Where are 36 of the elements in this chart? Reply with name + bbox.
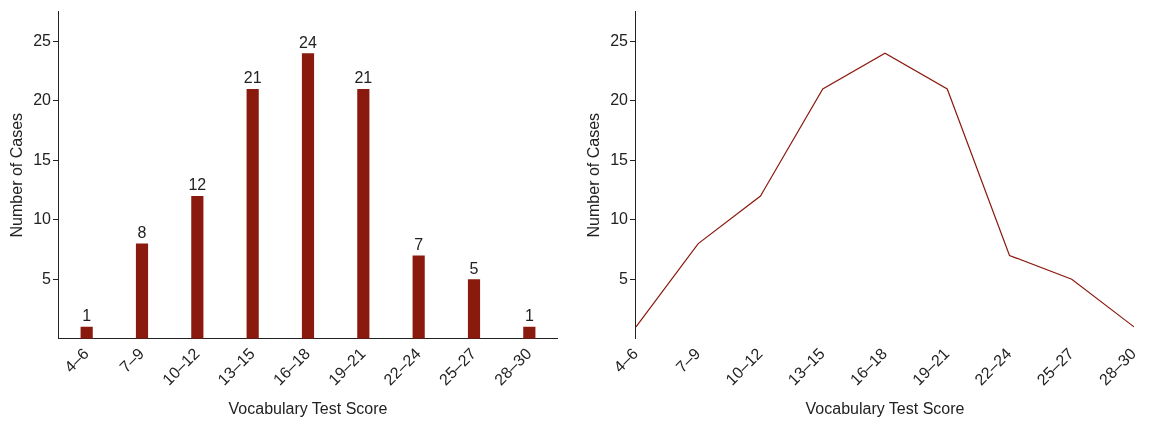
bar bbox=[357, 88, 370, 339]
y-axis-title: Number of Cases bbox=[8, 112, 26, 238]
data-label: 7 bbox=[414, 235, 424, 253]
x-tick-label: 7–9 bbox=[116, 344, 148, 376]
bar bbox=[523, 326, 536, 339]
x-tick-label: 4–6 bbox=[61, 344, 92, 376]
y-tick-label: 25 bbox=[610, 31, 629, 49]
bar bbox=[467, 279, 481, 339]
bar bbox=[246, 88, 259, 339]
bar bbox=[412, 255, 425, 339]
y-tick-label: 25 bbox=[33, 31, 52, 49]
y-axis-title: Number of Cases bbox=[585, 112, 603, 238]
data-label: 21 bbox=[354, 69, 373, 87]
y-tick-label: 5 bbox=[42, 269, 52, 287]
bar bbox=[80, 326, 93, 339]
y-tick-label: 15 bbox=[33, 150, 52, 168]
bar bbox=[191, 196, 204, 339]
bar bbox=[135, 243, 149, 339]
data-label: 5 bbox=[469, 259, 479, 277]
y-tick-label: 10 bbox=[610, 210, 629, 228]
y-tick-label: 20 bbox=[33, 91, 52, 109]
y-tick-label: 20 bbox=[610, 91, 629, 109]
bar bbox=[301, 53, 315, 339]
y-tick-label: 15 bbox=[610, 150, 629, 168]
data-label: 1 bbox=[82, 307, 92, 325]
x-axis-title: Vocabulary Test Score bbox=[805, 399, 965, 417]
data-label: 1 bbox=[524, 307, 534, 325]
y-tick-label: 10 bbox=[33, 210, 52, 228]
data-label: 24 bbox=[299, 33, 317, 51]
data-label: 21 bbox=[243, 69, 262, 87]
data-label: 8 bbox=[137, 223, 147, 241]
x-tick-label: 7–9 bbox=[672, 344, 704, 376]
x-axis-title: Vocabulary Test Score bbox=[228, 399, 388, 417]
y-tick-label: 5 bbox=[619, 269, 629, 287]
x-tick-label: 4–6 bbox=[610, 344, 642, 376]
data-label: 12 bbox=[188, 176, 207, 194]
